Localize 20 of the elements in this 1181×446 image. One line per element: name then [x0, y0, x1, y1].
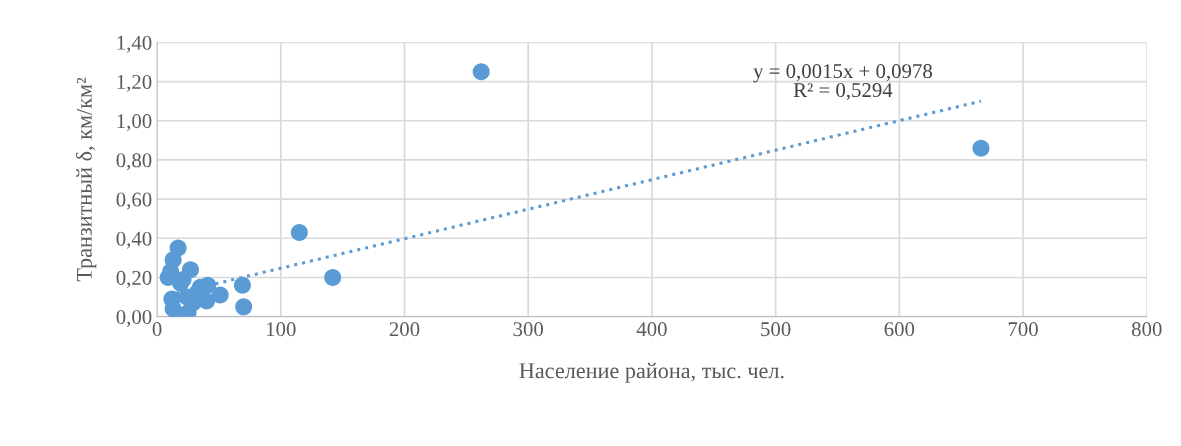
x-tick-label: 300	[513, 322, 544, 337]
x-tick-label: 800	[1131, 322, 1162, 337]
y-tick-label: 1,00	[117, 114, 152, 132]
x-tick-label: 200	[389, 322, 420, 337]
x-tick-label: 0	[152, 322, 162, 337]
x-tick-label: 600	[884, 322, 915, 337]
y-tick-label: 0,40	[116, 231, 152, 249]
y-tick-label: 0,60	[116, 192, 152, 210]
annotation: y = 0,0015x + 0,0978 R² = 0,5294	[753, 64, 932, 101]
y-tick-label: 0,00	[116, 310, 152, 328]
x-tick-label: 400	[636, 322, 667, 337]
x-tick-label: 100	[266, 322, 296, 337]
x-axis-title: Население района, тыс. чел.	[519, 362, 784, 383]
y-tick-label: 1,20	[117, 74, 152, 92]
y-tick-label: 1,40	[117, 35, 152, 53]
y-tick-label: 0,80	[116, 153, 152, 171]
y-tick-label: 0,20	[116, 270, 152, 288]
x-tick-label: 700	[1008, 322, 1038, 337]
x-tick-label: 500	[761, 322, 791, 337]
y-axis-title: Транзитный δ, км/км²	[76, 77, 97, 282]
